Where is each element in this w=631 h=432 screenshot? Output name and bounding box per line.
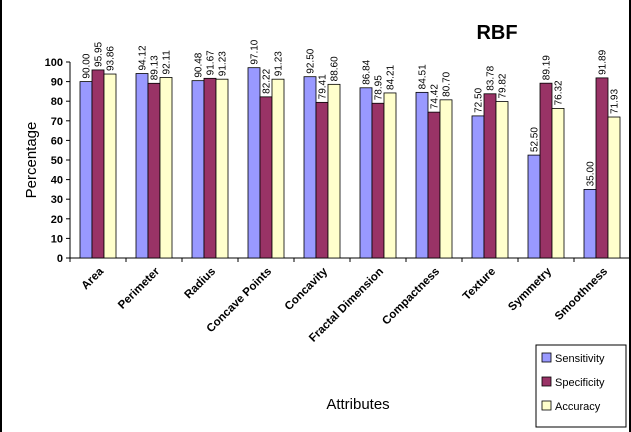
bar-accuracy	[103, 73, 117, 259]
data-label: 82.22	[262, 68, 273, 93]
bar-accuracy	[495, 101, 509, 259]
bar-specificity	[259, 96, 273, 259]
y-axis: 0 10 20 30 40 50 60 70 80 90 100	[45, 57, 71, 265]
legend-label-specificity: Specificity	[555, 377, 605, 389]
legend-swatch-accuracy	[541, 400, 552, 411]
y-tick-label: 0	[57, 253, 63, 265]
data-label: 90.48	[194, 52, 205, 77]
bar-specificity	[203, 77, 217, 259]
y-tick-label: 10	[51, 233, 63, 245]
data-label: 93.86	[106, 46, 117, 71]
data-label: 84.21	[386, 64, 397, 89]
bar-accuracy	[551, 108, 565, 259]
data-labels: 90.00 95.95 93.86 94.12 89.13 92.11 90.48 91.67…	[82, 39, 621, 186]
data-label: 92.50	[306, 48, 317, 73]
category-label: Perimeter	[116, 265, 162, 311]
data-label: 80.70	[442, 71, 453, 96]
chart-title: RBF	[476, 22, 517, 44]
data-label: 97.10	[250, 39, 261, 64]
data-label: 74.42	[430, 84, 441, 109]
data-label: 84.51	[418, 64, 429, 89]
data-label: 90.00	[82, 53, 93, 78]
data-label: 91.23	[218, 51, 229, 76]
category-label: Area	[80, 265, 107, 292]
bar-sensitivity	[471, 115, 485, 259]
bar-accuracy	[439, 99, 453, 259]
data-label: 92.11	[162, 50, 173, 75]
category-label: Radius	[183, 266, 219, 302]
y-tick-label: 90	[51, 77, 63, 89]
data-label: 88.60	[330, 56, 341, 81]
y-tick-label: 50	[51, 155, 63, 167]
bar-specificity	[147, 82, 161, 259]
data-label: 91.67	[206, 50, 217, 75]
data-label: 91.89	[598, 49, 609, 74]
y-tick-label: 60	[51, 135, 63, 147]
category-label: Concavity	[283, 265, 331, 313]
data-label: 89.13	[150, 55, 161, 80]
legend-swatch-specificity	[541, 376, 552, 387]
data-label: 72.50	[474, 87, 485, 112]
data-label: 89.19	[542, 55, 553, 80]
data-label: 83.78	[486, 65, 497, 90]
bar-specificity	[315, 101, 329, 259]
data-label: 78.95	[374, 75, 385, 100]
y-tick-label: 100	[45, 57, 63, 69]
bar-specificity	[595, 77, 609, 259]
chart-border-left	[0, 0, 2, 432]
bar-specificity	[91, 69, 105, 259]
bars	[79, 67, 621, 259]
bar-specificity	[539, 82, 553, 259]
data-label: 35.00	[586, 161, 597, 186]
legend-label-sensitivity: Sensitivity	[555, 353, 605, 365]
bar-sensitivity	[135, 73, 149, 259]
bar-accuracy	[159, 77, 173, 259]
y-tick-label: 80	[51, 96, 63, 108]
x-axis-title: Attributes	[326, 396, 389, 413]
data-label: 52.50	[530, 127, 541, 152]
data-label: 76.32	[554, 80, 565, 105]
bar-sensitivity	[247, 67, 261, 259]
y-axis-title: Percentage	[23, 122, 40, 199]
bar-sensitivity	[191, 80, 205, 259]
bar-specificity	[371, 102, 385, 259]
legend: Sensitivity Specificity Accuracy	[535, 344, 627, 428]
bar-sensitivity	[415, 91, 429, 259]
y-tick-label: 20	[51, 214, 63, 226]
bar-sensitivity	[583, 188, 597, 259]
bar-accuracy	[327, 83, 341, 259]
bar-accuracy	[271, 78, 285, 259]
bar-accuracy	[607, 116, 621, 259]
category-label: Texture	[461, 266, 498, 303]
legend-label-accuracy: Accuracy	[555, 401, 601, 413]
bar-accuracy	[215, 78, 229, 259]
legend-swatch-sensitivity	[541, 352, 552, 363]
category-label: Smoothness	[553, 266, 610, 323]
data-label: 94.12	[138, 45, 149, 70]
category-label: Compactness	[380, 266, 442, 328]
data-label: 79.41	[318, 74, 329, 99]
bar-accuracy	[383, 92, 397, 259]
bar-specificity	[427, 111, 441, 259]
bar-sensitivity	[79, 81, 93, 259]
y-tick-label: 30	[51, 194, 63, 206]
data-label: 79.82	[498, 73, 509, 98]
bar-sensitivity	[359, 87, 373, 259]
y-tick-label: 40	[51, 175, 63, 187]
data-label: 86.84	[362, 59, 373, 84]
data-label: 71.93	[610, 89, 621, 114]
data-label: 91.23	[274, 51, 285, 76]
bar-sensitivity	[303, 76, 317, 259]
chart-border-right	[629, 0, 631, 432]
data-label: 95.95	[94, 41, 105, 66]
y-tick-label: 70	[51, 116, 63, 128]
bar-sensitivity	[527, 154, 541, 259]
x-axis	[69, 257, 631, 262]
category-label: Symmetry	[506, 265, 554, 313]
bar-specificity	[483, 93, 497, 259]
